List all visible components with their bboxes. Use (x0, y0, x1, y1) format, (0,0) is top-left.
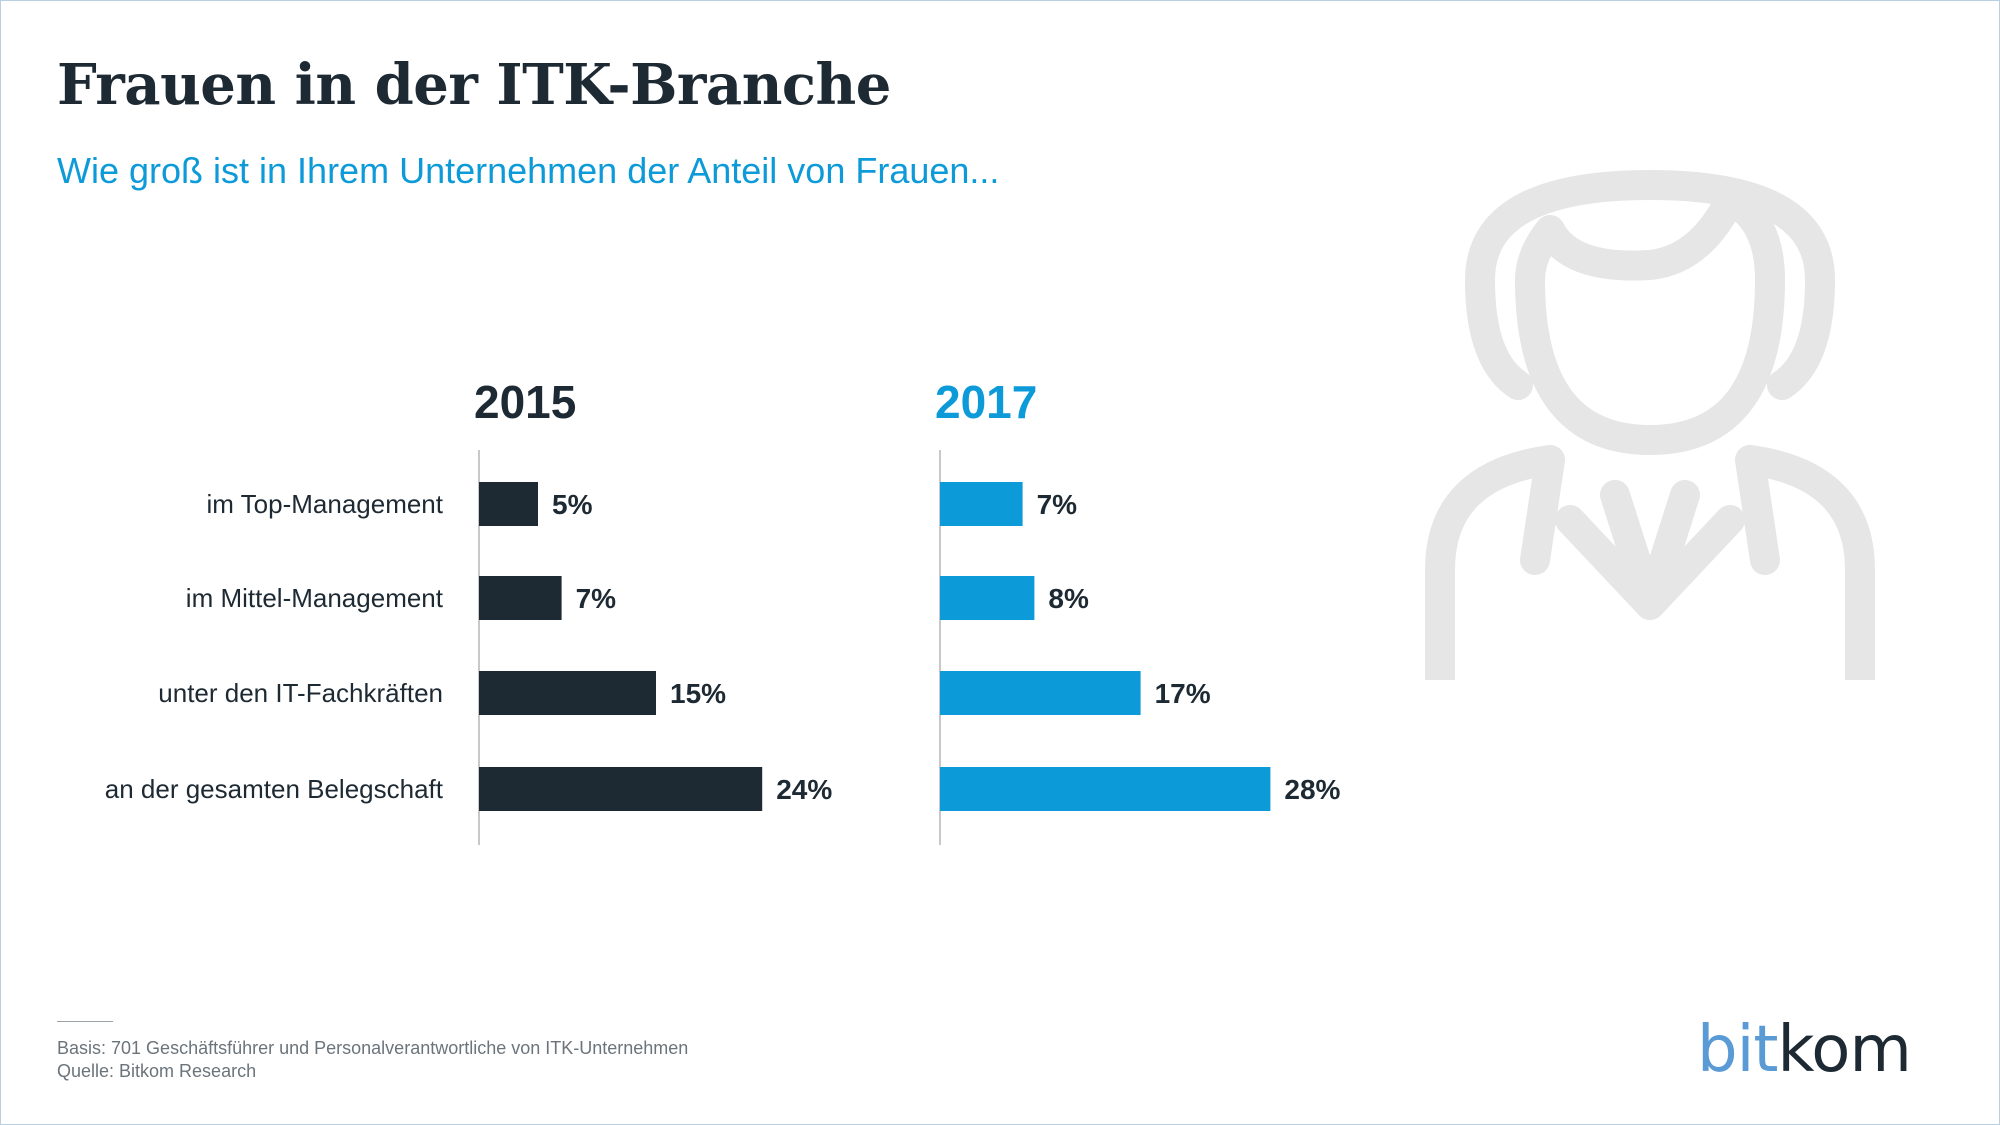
category-label: im Top-Management (206, 489, 443, 519)
footnote-basis: Basis: 701 Geschäftsführer und Personalv… (57, 1038, 689, 1058)
footnote-source: Quelle: Bitkom Research (57, 1061, 257, 1081)
bar-2017-3 (940, 767, 1271, 811)
data-label: 24% (776, 774, 832, 805)
data-label: 15% (670, 678, 726, 709)
bar-2017-0 (940, 482, 1023, 526)
page-title: Frauen in der ITK-Branche (57, 52, 891, 118)
bar-2017-1 (940, 576, 1035, 620)
logo-part-kom: kom (1777, 1013, 1912, 1087)
data-label: 28% (1284, 774, 1340, 805)
category-label: an der gesamten Belegschaft (105, 774, 444, 804)
bar-2015-0 (479, 482, 538, 526)
bitkom-logo: bitkom (1697, 1018, 1912, 1082)
data-label: 7% (1037, 489, 1078, 520)
footnote-divider (57, 1021, 113, 1022)
category-label: unter den IT-Fachkräften (158, 678, 443, 708)
bar-2017-2 (940, 671, 1141, 715)
data-label: 7% (576, 583, 617, 614)
bar-2015-2 (479, 671, 656, 715)
series-heading-2015: 2015 (474, 376, 576, 428)
bar-2015-1 (479, 576, 562, 620)
data-label: 17% (1155, 678, 1211, 709)
bar-2015-3 (479, 767, 763, 811)
data-label: 5% (552, 489, 593, 520)
category-label: im Mittel-Management (186, 583, 444, 613)
woman-silhouette-icon (1425, 170, 1875, 680)
data-label: 8% (1048, 583, 1089, 614)
series-heading-2017: 2017 (935, 376, 1037, 428)
logo-part-bit: bit (1697, 1013, 1778, 1087)
page-subtitle: Wie groß ist in Ihrem Unternehmen der An… (57, 150, 1000, 191)
